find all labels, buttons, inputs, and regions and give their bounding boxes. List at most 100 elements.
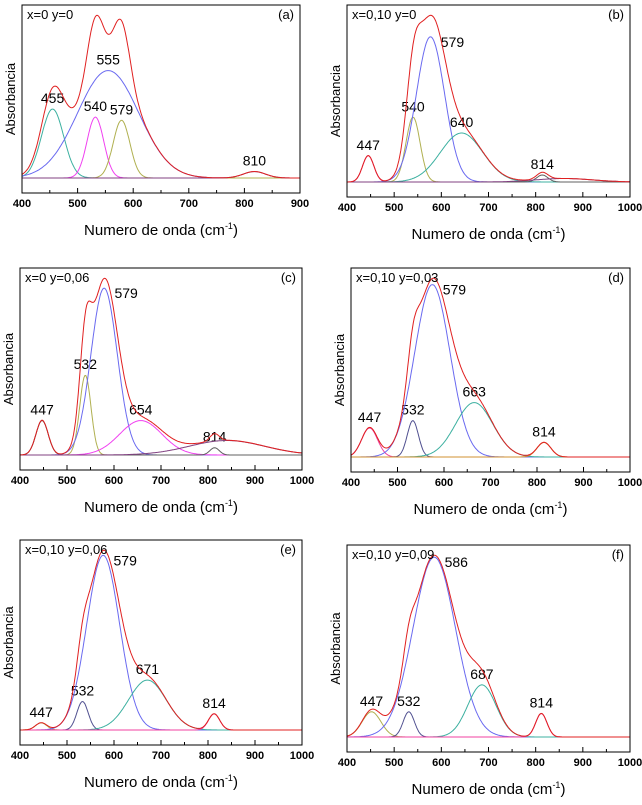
component-peak-curve xyxy=(351,402,630,458)
x-tick-label: 900 xyxy=(574,202,592,214)
x-tick-label: 400 xyxy=(338,757,356,769)
x-axis-title-text: Numero de onda (cm xyxy=(84,222,225,239)
x-tick-label: 500 xyxy=(58,750,76,762)
peak-label: 447 xyxy=(29,704,53,720)
x-tick-label: 1000 xyxy=(618,202,642,214)
peak-label: 579 xyxy=(110,101,134,117)
component-peak-curve xyxy=(347,684,630,738)
peak-label: 814 xyxy=(531,156,555,172)
x-tick-label: 700 xyxy=(481,477,499,489)
x-tick-label: 500 xyxy=(68,198,86,210)
x-axis-title-superscript: -1 xyxy=(552,225,560,235)
envelope-curve xyxy=(347,14,631,183)
x-axis-title-close: ) xyxy=(560,781,565,798)
x-axis-title-text: Numero de onda (cm xyxy=(412,226,553,243)
x-axis-title: Numero de onda (cm-1) xyxy=(414,500,568,518)
chart-panel-b: 447 540 579 640 814 400 500 600 700 800 900 1000 Num… xyxy=(328,4,642,243)
panel-label: (f) xyxy=(612,547,624,562)
x-tick-label: 900 xyxy=(574,477,592,489)
panel-label: (a) xyxy=(278,7,294,22)
component-peak-curve xyxy=(20,722,302,731)
x-axis-title-text: Numero de onda (cm xyxy=(414,501,555,518)
x-tick-label: 400 xyxy=(13,198,31,210)
plot-frame xyxy=(346,4,631,198)
x-tick-label: 900 xyxy=(246,750,264,762)
x-axis-title-text: Numero de onda (cm xyxy=(412,781,553,798)
component-peak-curve xyxy=(347,556,630,738)
panel-label: (e) xyxy=(280,542,296,557)
envelope-curve xyxy=(350,277,630,458)
chart-panel-f: 447 532 586 687 814 400 500 600 700 800 900 1000 Num… xyxy=(328,544,642,798)
x-axis-title-close: ) xyxy=(233,222,238,239)
plot-frame xyxy=(19,267,303,471)
peak-label: 532 xyxy=(74,356,98,372)
x-tick-label: 1000 xyxy=(618,757,642,769)
x-tick-label: 600 xyxy=(432,202,450,214)
y-axis-title: Absorbancia xyxy=(1,606,16,679)
x-axis-title-text: Numero de onda (cm xyxy=(84,499,225,516)
x-axis-title-close: ) xyxy=(233,499,238,516)
x-tick-label: 400 xyxy=(11,475,29,487)
component-peak-curve xyxy=(351,284,630,458)
x-tick-label: 500 xyxy=(388,477,406,489)
x-tick-label: 500 xyxy=(58,475,76,487)
x-axis-title-text: Numero de onda (cm xyxy=(84,774,225,791)
component-peak-curve xyxy=(19,420,302,456)
x-axis-title-superscript: -1 xyxy=(225,221,233,231)
y-axis-title: Absorbancia xyxy=(328,612,343,685)
y-axis-title: Absorbancia xyxy=(3,62,18,135)
peak-label: 687 xyxy=(470,666,494,682)
x-axis-title: Numero de onda (cm-1) xyxy=(84,498,238,516)
peak-label: 532 xyxy=(401,402,425,418)
envelope-curve xyxy=(21,14,300,179)
x-tick-label: 700 xyxy=(152,750,170,762)
peak-label: 814 xyxy=(530,695,554,711)
component-peak-curve xyxy=(20,554,302,731)
panel-label: (d) xyxy=(608,270,624,285)
peak-label: 814 xyxy=(532,423,556,439)
component-peak-curve xyxy=(351,442,630,458)
x-tick-label: 400 xyxy=(11,750,29,762)
x-axis-title: Numero de onda (cm-1) xyxy=(84,773,238,791)
peak-label: 447 xyxy=(30,402,54,418)
x-tick-label: 800 xyxy=(235,198,253,210)
component-peak-curve xyxy=(20,440,303,456)
x-tick-label: 700 xyxy=(479,202,497,214)
peak-label: 447 xyxy=(358,409,382,425)
x-tick-label: 600 xyxy=(105,750,123,762)
composition-label: x=0,10 y=0,06 xyxy=(25,542,107,557)
peak-label: 532 xyxy=(71,682,95,698)
x-tick-label: 500 xyxy=(385,202,403,214)
peak-label: 640 xyxy=(450,114,474,130)
peak-label: 814 xyxy=(202,695,226,711)
peak-label: 447 xyxy=(360,693,384,709)
component-peak-curve xyxy=(347,116,630,183)
x-axis-title-close: ) xyxy=(560,226,565,243)
x-tick-label: 900 xyxy=(574,757,592,769)
x-tick-label: 800 xyxy=(199,475,217,487)
component-peak-curve xyxy=(351,420,630,458)
peak-label: 579 xyxy=(114,285,138,301)
x-tick-label: 400 xyxy=(338,202,356,214)
peak-label: 810 xyxy=(243,153,267,169)
x-tick-label: 800 xyxy=(526,757,544,769)
component-peak-curve xyxy=(22,119,300,179)
x-axis-title: Numero de onda (cm-1) xyxy=(412,225,566,243)
plot-frame xyxy=(19,539,303,746)
x-tick-label: 900 xyxy=(291,198,309,210)
x-axis-title-superscript: -1 xyxy=(225,498,233,508)
x-tick-label: 1000 xyxy=(290,750,314,762)
peak-label: 555 xyxy=(97,52,121,68)
peak-label: 579 xyxy=(441,34,465,50)
x-axis-title-superscript: -1 xyxy=(554,500,562,510)
x-tick-label: 800 xyxy=(528,477,546,489)
x-tick-label: 500 xyxy=(385,757,403,769)
x-tick-label: 600 xyxy=(105,475,123,487)
envelope-curve xyxy=(20,277,303,456)
composition-label: x=0,10 y=0 xyxy=(352,7,416,22)
peak-label: 540 xyxy=(84,98,108,114)
x-axis-title-superscript: -1 xyxy=(552,780,560,790)
x-axis-title-superscript: -1 xyxy=(225,773,233,783)
